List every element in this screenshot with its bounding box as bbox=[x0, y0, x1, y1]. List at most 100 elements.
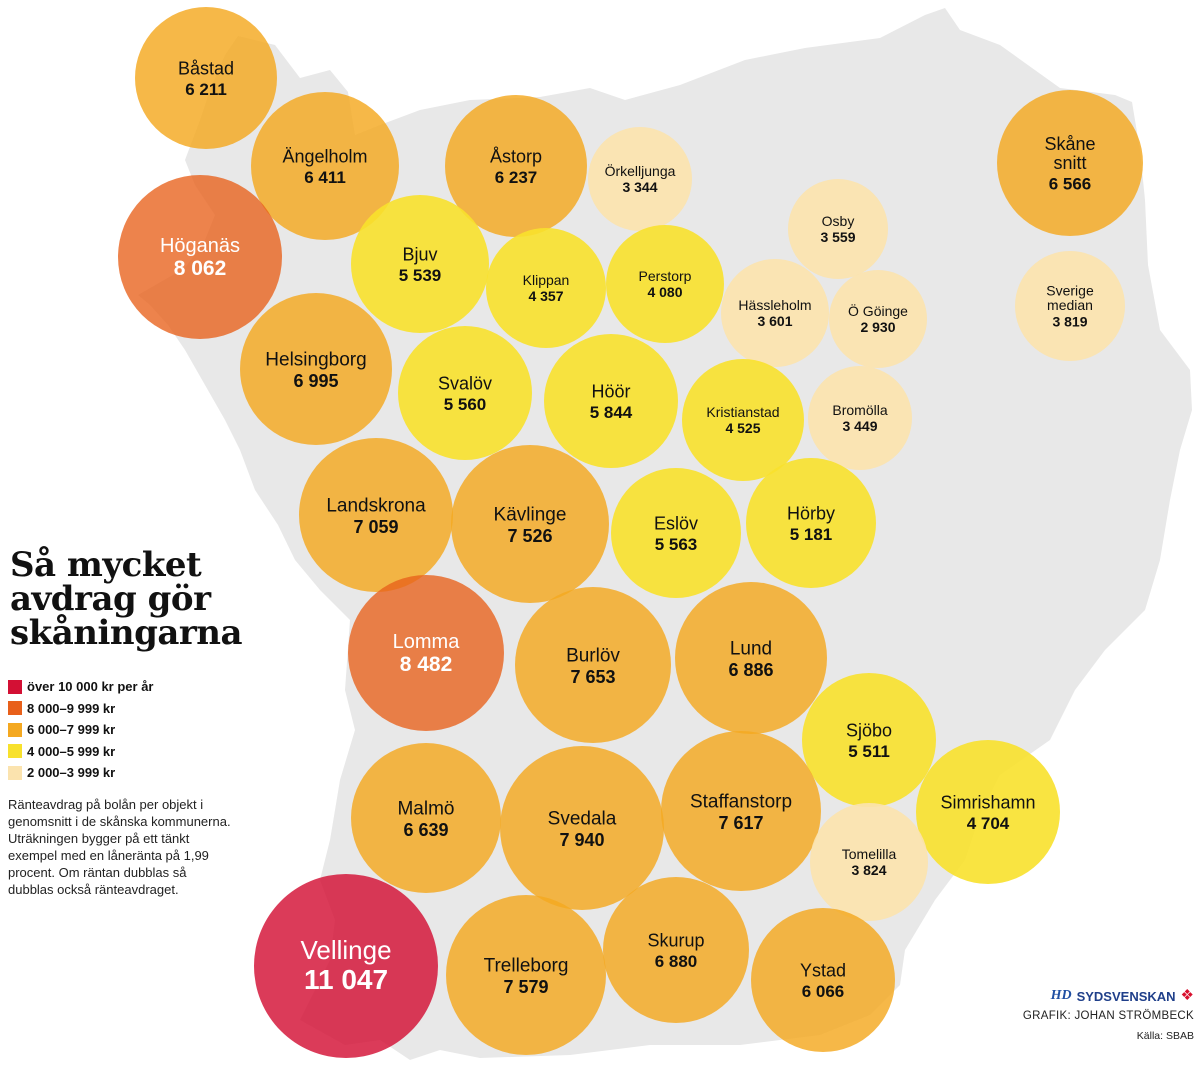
bubble-circle bbox=[1015, 251, 1125, 361]
legend-item-8000: 8 000–9 999 kr bbox=[8, 698, 153, 720]
legend-label: 4 000–5 999 kr bbox=[27, 743, 116, 759]
bubble-circle bbox=[746, 458, 876, 588]
credits: HD SYDSVENSKAN ❖ GRAFIK: JOHAN STRÖMBECK… bbox=[1023, 988, 1194, 1042]
bubble-value: 3 819 bbox=[1052, 313, 1087, 329]
bubble-name: Svalöv bbox=[438, 374, 492, 394]
bubble-circle bbox=[515, 587, 671, 743]
bubble-value: 6 566 bbox=[1049, 175, 1092, 194]
bubble-name: Lund bbox=[730, 638, 772, 659]
legend-swatch bbox=[8, 701, 22, 716]
legend-swatch bbox=[8, 679, 22, 694]
legend-swatch bbox=[8, 722, 22, 737]
headline: Så mycket avdrag gör skåningarna bbox=[10, 548, 270, 650]
description-line: Uträkningen bygger på ett tänkt bbox=[8, 831, 190, 846]
bubble-circle bbox=[445, 95, 587, 237]
bubble-circle bbox=[603, 877, 749, 1023]
bubble-circle bbox=[446, 895, 606, 1055]
hd-logo: HD bbox=[1050, 988, 1072, 1003]
bubble-value: 6 237 bbox=[495, 168, 538, 187]
bubble-value: 8 482 bbox=[400, 653, 453, 676]
bubble-value: 5 563 bbox=[655, 535, 698, 554]
legend-swatch bbox=[8, 744, 22, 759]
bubble-circle bbox=[486, 228, 606, 348]
description-line: procent. Om räntan dubblas så bbox=[8, 865, 187, 880]
brand-logos: HD SYDSVENSKAN ❖ bbox=[1023, 988, 1194, 1004]
bubble-circle bbox=[751, 908, 895, 1052]
source-credit: Källa: SBAB bbox=[1136, 1030, 1194, 1042]
bubble-value: 11 047 bbox=[304, 964, 388, 995]
bubble-circle bbox=[997, 90, 1143, 236]
bubble-name: Eslöv bbox=[654, 514, 698, 534]
bubble-value: 7 059 bbox=[353, 517, 398, 537]
bubble-circle bbox=[721, 259, 829, 367]
legend-item-over-10000: över 10 000 kr per år bbox=[8, 676, 153, 698]
bubble-name: Sjöbo bbox=[846, 721, 892, 741]
bubble-circle bbox=[135, 7, 277, 149]
bubble-name: Tomelilla bbox=[842, 846, 897, 862]
bubble-name: Skåne bbox=[1044, 134, 1095, 154]
bubble-circle bbox=[544, 334, 678, 468]
bubble-name: Osby bbox=[822, 213, 855, 229]
legend: över 10 000 kr per år 8 000–9 999 kr 6 0… bbox=[8, 676, 153, 784]
bubble-name: Svedala bbox=[548, 808, 617, 829]
headline-line-3: skåningarna bbox=[10, 613, 243, 653]
bubble-name: Staffanstorp bbox=[690, 791, 792, 812]
bubble-circle bbox=[351, 195, 489, 333]
legend-item-6000: 6 000–7 999 kr bbox=[8, 719, 153, 741]
bubble-name: Skurup bbox=[647, 931, 704, 951]
bubble-name: Båstad bbox=[178, 59, 234, 79]
bubble-name: Burlöv bbox=[566, 645, 620, 666]
bubble-value: 7 653 bbox=[570, 667, 615, 687]
bubble-name: Sverige bbox=[1046, 283, 1094, 299]
bubble-value: 5 539 bbox=[399, 266, 442, 285]
sydsvenskan-logo: SYDSVENSKAN bbox=[1076, 988, 1176, 1004]
description: Ränteavdrag på bolån per objekt i genoms… bbox=[8, 796, 248, 898]
description-line: exempel med en låneränta på 1,99 bbox=[8, 848, 209, 863]
bubble-circle bbox=[251, 92, 399, 240]
bubble-value: 5 181 bbox=[790, 525, 833, 544]
bubble-name: Simrishamn bbox=[940, 793, 1035, 813]
bubble-name: Klippan bbox=[523, 272, 570, 288]
bubble-value: 6 066 bbox=[802, 982, 845, 1001]
bubble-value: 4 525 bbox=[725, 420, 760, 436]
legend-item-4000: 4 000–5 999 kr bbox=[8, 741, 153, 763]
bubble-name: Åstorp bbox=[490, 147, 542, 167]
bubble-name: Bromölla bbox=[832, 402, 887, 418]
bubble-value: 6 639 bbox=[403, 820, 448, 840]
bubble-circle bbox=[788, 179, 888, 279]
bubble-value: 3 559 bbox=[820, 229, 855, 245]
bubble-value: 6 880 bbox=[655, 952, 698, 971]
bubble-name: Hörby bbox=[787, 504, 835, 524]
bubble-name: Hässleholm bbox=[738, 297, 811, 313]
bubble-value: 3 344 bbox=[622, 179, 657, 195]
bubble-value: 6 411 bbox=[304, 168, 346, 187]
bubble-name: Bjuv bbox=[402, 245, 437, 265]
bubble-value: 4 704 bbox=[967, 814, 1010, 833]
bubble-name: Vellinge bbox=[300, 935, 391, 965]
bubble-value: 7 579 bbox=[503, 977, 548, 997]
bubble-value: 6 886 bbox=[728, 660, 773, 680]
bubble-name: snitt bbox=[1053, 153, 1086, 173]
bubble-value: 7 526 bbox=[507, 526, 552, 546]
bubble-circle bbox=[351, 743, 501, 893]
bubble-value: 8 062 bbox=[174, 257, 227, 280]
headline-line-2: avdrag gör bbox=[10, 579, 211, 619]
